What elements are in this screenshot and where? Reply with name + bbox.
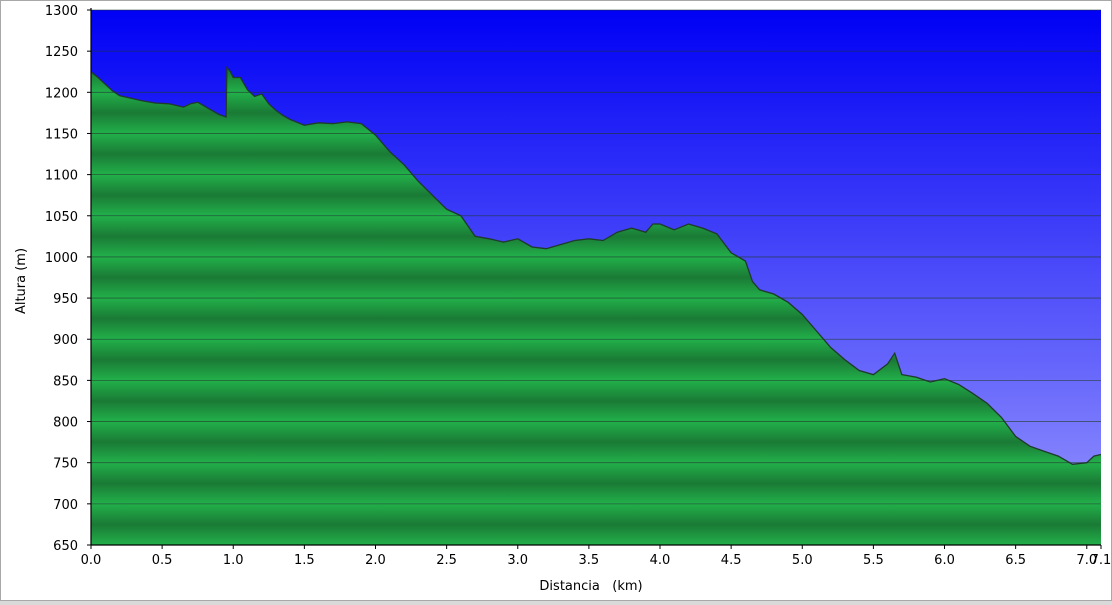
terrain-band: [91, 503, 1101, 545]
x-tick-label: 7.1: [1091, 553, 1111, 568]
y-tick-label: 950: [53, 292, 78, 307]
x-tick-label: 2.5: [436, 553, 457, 568]
x-tick-label: 0.5: [152, 553, 173, 568]
y-axis-title: Altura (m): [14, 248, 29, 314]
y-tick-label: 900: [53, 333, 78, 348]
y-tick-label: 1100: [45, 169, 78, 184]
y-tick-label: 1300: [45, 4, 78, 19]
x-tick-label: 3.5: [579, 553, 600, 568]
y-tick-label: 1050: [45, 210, 78, 225]
elevation-line: [90, 65, 1102, 465]
x-tick-label: 1.5: [294, 553, 315, 568]
terrain-band: [91, 421, 1101, 463]
x-tick-label: 4.5: [721, 553, 742, 568]
x-tick-label: 0.0: [81, 553, 102, 568]
x-tick-label: 7.0: [1076, 553, 1097, 568]
x-tick-label: 5.5: [863, 553, 884, 568]
y-tick-labels: 650 700 750 800 850 900 950 1000 1050 1100 1150 120…: [45, 4, 78, 554]
x-tick-label: 2.0: [365, 553, 386, 568]
y-tick-label: 700: [53, 498, 78, 513]
x-axis-title: Distancia (km): [539, 579, 642, 594]
x-tick-label: 3.0: [507, 553, 528, 568]
gridlines: [91, 9, 1101, 505]
y-tick-label: 1250: [45, 45, 78, 60]
y-tick-label: 1000: [45, 251, 78, 266]
x-tick-label: 6.5: [1005, 553, 1026, 568]
axes: [87, 8, 1102, 549]
x-tick-labels: 0.0 0.5 1.0 1.5 2.0 2.5 3.0 3.5 4.0 4.5 5.0 5.5 6.0 6…: [81, 553, 1111, 568]
y-tick-label: 850: [53, 374, 78, 389]
x-tick-label: 1.0: [223, 553, 244, 568]
y-tick-label: 650: [53, 539, 78, 554]
y-tick-label: 750: [53, 457, 78, 472]
y-tick-label: 1150: [45, 127, 78, 142]
y-tick-label: 1200: [45, 86, 78, 101]
x-tick-label: 5.0: [792, 553, 813, 568]
x-tick-label: 6.0: [934, 553, 955, 568]
x-tick-label: 4.0: [650, 553, 671, 568]
y-tick-label: 800: [53, 416, 78, 431]
terrain-band: [91, 462, 1101, 504]
terrain-band: [91, 380, 1101, 422]
